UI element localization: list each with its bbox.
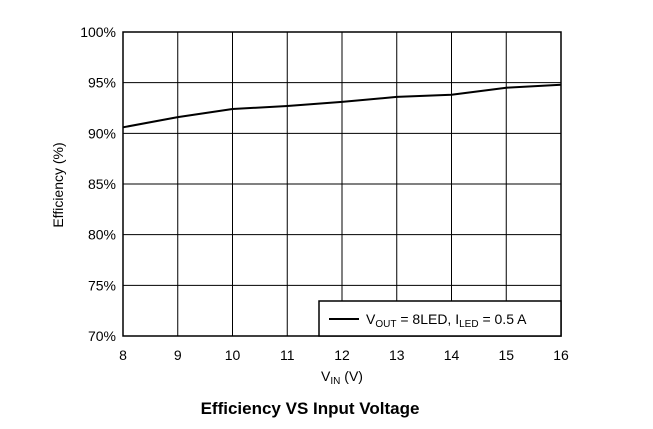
y-tick-label: 95% (88, 75, 116, 91)
grid (122, 31, 562, 337)
x-tick-label: 13 (389, 347, 405, 363)
y-tick-label: 85% (88, 176, 116, 192)
x-tick-label: 14 (444, 347, 460, 363)
x-axis-label-suffix: (V) (340, 368, 363, 384)
y-tick-label: 70% (88, 328, 116, 344)
legend-label: VOUT = 8LED, ILED = 0.5 A (366, 311, 527, 330)
x-tick-label: 8 (119, 347, 127, 363)
x-axis-ticks: 8 9 10 11 12 13 14 15 16 (119, 347, 569, 363)
x-tick-label: 15 (498, 347, 514, 363)
series-layer (122, 83, 562, 129)
x-axis-label-main: V (321, 368, 331, 384)
x-tick-label: 11 (280, 347, 295, 363)
x-tick-label: 12 (334, 347, 350, 363)
legend-i-sub: LED (459, 319, 478, 330)
y-axis-label: Efficiency (%) (50, 142, 66, 227)
legend: VOUT = 8LED, ILED = 0.5 A (318, 300, 562, 337)
legend-v: V (366, 311, 376, 327)
x-tick-label: 16 (553, 347, 569, 363)
legend-box (318, 300, 562, 337)
legend-i: I (455, 311, 459, 327)
legend-mid: = 8LED, (396, 311, 455, 327)
chart-title: Efficiency VS Input Voltage (201, 399, 420, 418)
y-tick-label: 75% (88, 277, 116, 293)
x-axis-label-sub: IN (330, 376, 340, 387)
x-axis-label: VIN (V) (321, 368, 363, 387)
series-line (122, 83, 562, 129)
legend-v-sub: OUT (375, 319, 396, 330)
y-axis-ticks: 70% 75% 80% 85% 90% 95% 100% (80, 24, 116, 344)
y-tick-label: 80% (88, 227, 116, 243)
y-tick-label: 90% (88, 125, 116, 141)
x-tick-label: 9 (174, 347, 182, 363)
y-tick-label: 100% (80, 24, 116, 40)
x-tick-label: 10 (225, 347, 241, 363)
legend-end: = 0.5 A (479, 311, 528, 327)
